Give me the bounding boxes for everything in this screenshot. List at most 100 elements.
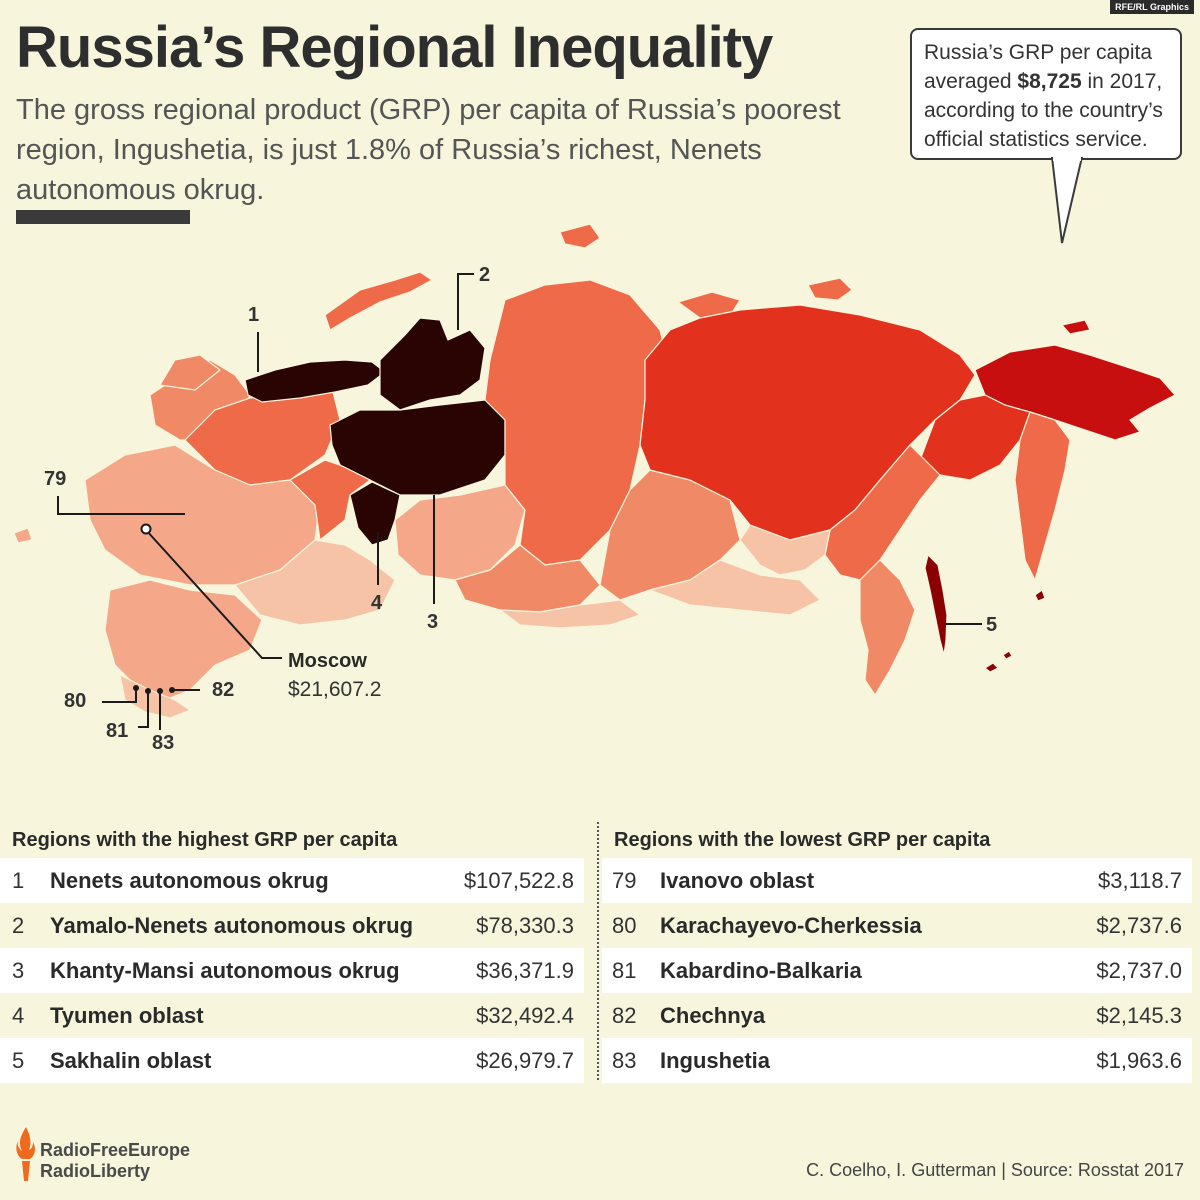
row-region: Yamalo-Nenets autonomous okrug (50, 912, 414, 938)
callout-tail (1050, 157, 1084, 244)
page-title: Russia’s Regional Inequality (16, 15, 773, 80)
row-region: Ingushetia (660, 1047, 771, 1073)
arctic-island-novosibirsk (807, 277, 853, 301)
row-value: $2,737.0 (1096, 957, 1182, 983)
region-irkutsk (599, 469, 741, 601)
map-label-83: 83 (152, 732, 175, 754)
table-row: 82 Chechnya $2,145.3 (602, 993, 1192, 1038)
row-rank: 81 (612, 957, 637, 983)
row-value: $3,118.7 (1097, 867, 1182, 893)
region-south (104, 579, 263, 701)
row-value: $1,963.6 (1096, 1047, 1182, 1073)
row-value: $2,737.6 (1096, 912, 1182, 938)
row-rank: 79 (612, 867, 637, 893)
region-5-sakhalin (924, 554, 948, 656)
row-value: $26,979.7 (476, 1047, 574, 1073)
table-row: 4 Tyumen oblast $32,492.4 (0, 993, 584, 1038)
moscow-value: $21,607.2 (288, 678, 382, 701)
table-row: 79 Ivanovo oblast $3,118.7 (602, 858, 1192, 903)
row-region: Khanty-Mansi autonomous okrug (50, 957, 400, 983)
row-rank: 4 (12, 1002, 25, 1028)
map-label-2: 2 (479, 264, 491, 286)
map-label-1: 1 (248, 304, 260, 326)
novaya-zemlya-island (324, 271, 433, 331)
table-row: 2 Yamalo-Nenets autonomous okrug $78,330… (0, 903, 584, 948)
lowest-grp-table: Regions with the lowest GRP per capita 7… (602, 822, 1192, 1083)
source-credit: C. Coelho, I. Gutterman | Source: Rossta… (806, 1160, 1184, 1180)
russia-choropleth-map (13, 223, 1176, 730)
map-label-82: 82 (212, 679, 235, 701)
row-region: Nenets autonomous okrug (50, 867, 329, 893)
row-rank: 83 (612, 1047, 637, 1073)
table-heading: Regions with the lowest GRP per capita (614, 829, 991, 851)
logo-line-2: RadioLiberty (40, 1161, 151, 1181)
row-region: Tyumen oblast (50, 1002, 204, 1028)
region-buryatia (649, 559, 821, 616)
region-shapes (13, 223, 1176, 719)
table-row: 5 Sakhalin oblast $26,979.7 (0, 1038, 584, 1083)
table-row: 83 Ingushetia $1,963.6 (602, 1038, 1192, 1083)
callout-highlight: $8,725 (1017, 70, 1082, 93)
region-volga (234, 539, 396, 626)
moscow-marker (140, 523, 152, 535)
brand-tag: RFE/RL Graphics (1110, 0, 1194, 14)
arctic-island-severnaya (677, 291, 741, 319)
arctic-island-franz-josef (559, 223, 601, 249)
callout-prefix: Russia’s GRP per capita averaged (924, 41, 1152, 93)
region-4-tyumen (349, 481, 401, 546)
row-rank: 5 (12, 1047, 25, 1073)
leader-line-81 (138, 691, 149, 728)
row-region: Sakhalin oblast (50, 1047, 212, 1073)
region-kaliningrad (13, 527, 33, 544)
map-label-80: 80 (64, 690, 87, 712)
highest-grp-table: Regions with the highest GRP per capita … (0, 822, 584, 1083)
row-region: Ivanovo oblast (660, 867, 815, 893)
map-label-5: 5 (986, 614, 998, 636)
leader-lines (57, 273, 982, 730)
logo-line-1: RadioFreeEurope (40, 1140, 191, 1160)
row-region: Karachayevo-Cherkessia (660, 912, 922, 938)
region-2-yamalo-nenets (379, 317, 486, 411)
table-divider (597, 822, 599, 1080)
table-heading: Regions with the highest GRP per capita (12, 829, 398, 851)
row-region: Chechnya (660, 1002, 766, 1028)
row-rank: 82 (612, 1002, 637, 1028)
map-label-4: 4 (371, 592, 383, 614)
row-rank: 1 (12, 867, 25, 893)
region-1-nenets (244, 359, 386, 403)
map-label-3: 3 (427, 611, 439, 633)
map-label-79: 79 (44, 468, 67, 490)
title-underline-bar (16, 210, 190, 224)
callout-suffix: in 2017, according to the country’s offi… (924, 70, 1163, 151)
row-rank: 2 (12, 912, 25, 938)
region-kuril-islands (984, 589, 1046, 673)
page-subtitle: The gross regional product (GRP) per cap… (16, 94, 841, 206)
row-value: $36,371.9 (476, 957, 574, 983)
row-value: $78,330.3 (476, 912, 574, 938)
table-row: 3 Khanty-Mansi autonomous okrug $36,371.… (0, 948, 584, 993)
row-value: $32,492.4 (476, 1002, 574, 1028)
map-label-81: 81 (106, 720, 129, 742)
region-kamchatka (1014, 411, 1071, 581)
region-urals-south (394, 484, 526, 581)
table-row: 81 Kabardino-Balkaria $2,737.0 (602, 948, 1192, 993)
region-altai-tuva (499, 599, 641, 629)
region-khabarovsk (824, 444, 941, 581)
region-amur (739, 524, 831, 576)
region-primorye (859, 559, 916, 696)
row-region: Kabardino-Balkaria (660, 957, 862, 983)
region-murmansk (159, 354, 221, 391)
leader-line-moscow (145, 529, 282, 659)
torch-flame-icon (16, 1127, 35, 1181)
table-row: 80 Karachayevo-Cherkessia $2,737.6 (602, 903, 1192, 948)
leader-line-2 (457, 273, 474, 330)
row-value: $107,522.8 (463, 867, 574, 893)
table-row: 1 Nenets autonomous okrug $107,522.8 (0, 858, 584, 903)
arctic-island-wrangel (1061, 319, 1091, 335)
region-komi-perm (289, 459, 371, 541)
moscow-label: Moscow (288, 650, 367, 672)
leader-dots (133, 685, 175, 694)
average-callout: Russia’s GRP per capita averaged $8,725 … (910, 28, 1182, 160)
row-rank: 80 (612, 912, 637, 938)
leader-line-79 (57, 496, 185, 515)
